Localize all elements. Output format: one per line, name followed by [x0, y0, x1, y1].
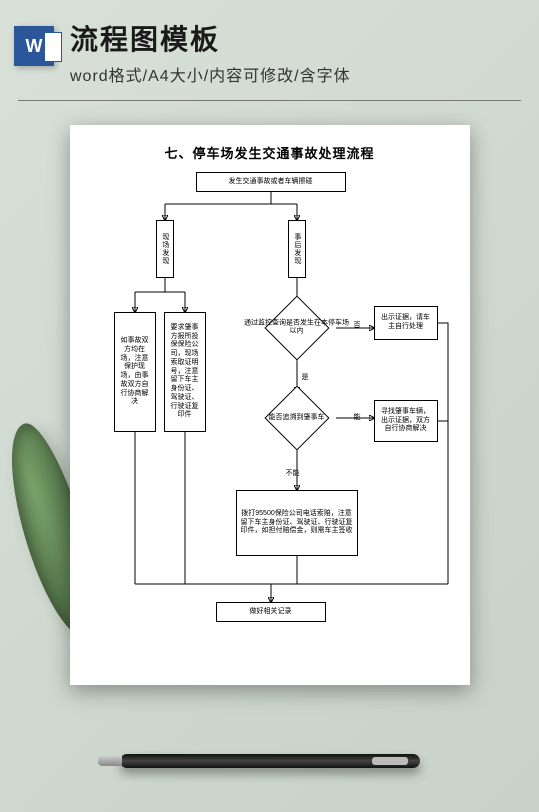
flowchart-decision-label-d1: 通过监控查询是否发生在本停车场以内 [242, 320, 352, 337]
flowchart-node-c1: 拨打95500保险公司电话索赔，注意留下车主身份证、驾驶证、行驶证复印件，如担付… [236, 490, 358, 556]
word-icon-letter: W [26, 36, 43, 57]
flowchart-node-b2: 寻找肇事车辆，出示证据，双方自行协商解决 [374, 400, 438, 442]
flowchart-node-a1: 如事故双方均在场，注意保护现场，由事故双方自行协商解决 [114, 312, 156, 432]
flowchart-node-end: 做好相关记录 [216, 602, 326, 622]
page-subtitle: word格式/A4大小/内容可修改/含字体 [70, 62, 519, 86]
flowchart-decision-label-d2: 能否追溯到肇事车 [242, 414, 352, 422]
document-page: 七、停车场发生交通事故处理流程 发生交通事故或者车辆擦碰现场发现 事后发现如事故双… [70, 125, 470, 685]
edge-label-d1-b1: 否 [354, 320, 361, 330]
flowchart: 发生交通事故或者车辆擦碰现场发现 事后发现如事故双方均在场，注意保护现场，由事故双… [86, 172, 454, 672]
flowchart-node-v2: 事后发现 [288, 220, 306, 278]
edge-label-d2-c1: 不能 [286, 468, 300, 478]
header: 流程图模板 word格式/A4大小/内容可修改/含字体 [0, 18, 539, 86]
flowchart-node-start: 发生交通事故或者车辆擦碰 [196, 172, 346, 192]
page-title: 流程图模板 [70, 18, 519, 58]
header-divider [18, 100, 521, 101]
document-title: 七、停车场发生交通事故处理流程 [86, 143, 454, 162]
decorative-pen [120, 754, 420, 768]
edge-label-d1-d2: 是 [302, 372, 309, 382]
word-icon: W [14, 26, 54, 66]
flowchart-node-v1: 现场发现 [156, 220, 174, 278]
flowchart-node-b1: 出示证据，请车主自行处理 [374, 306, 438, 340]
edge-label-d2-b2: 能 [354, 412, 361, 422]
flowchart-node-a2: 要求肇事方报所投保保险公司，现场索取证明号，注意留下车主身份证、驾驶证、行驶证复… [164, 312, 206, 432]
